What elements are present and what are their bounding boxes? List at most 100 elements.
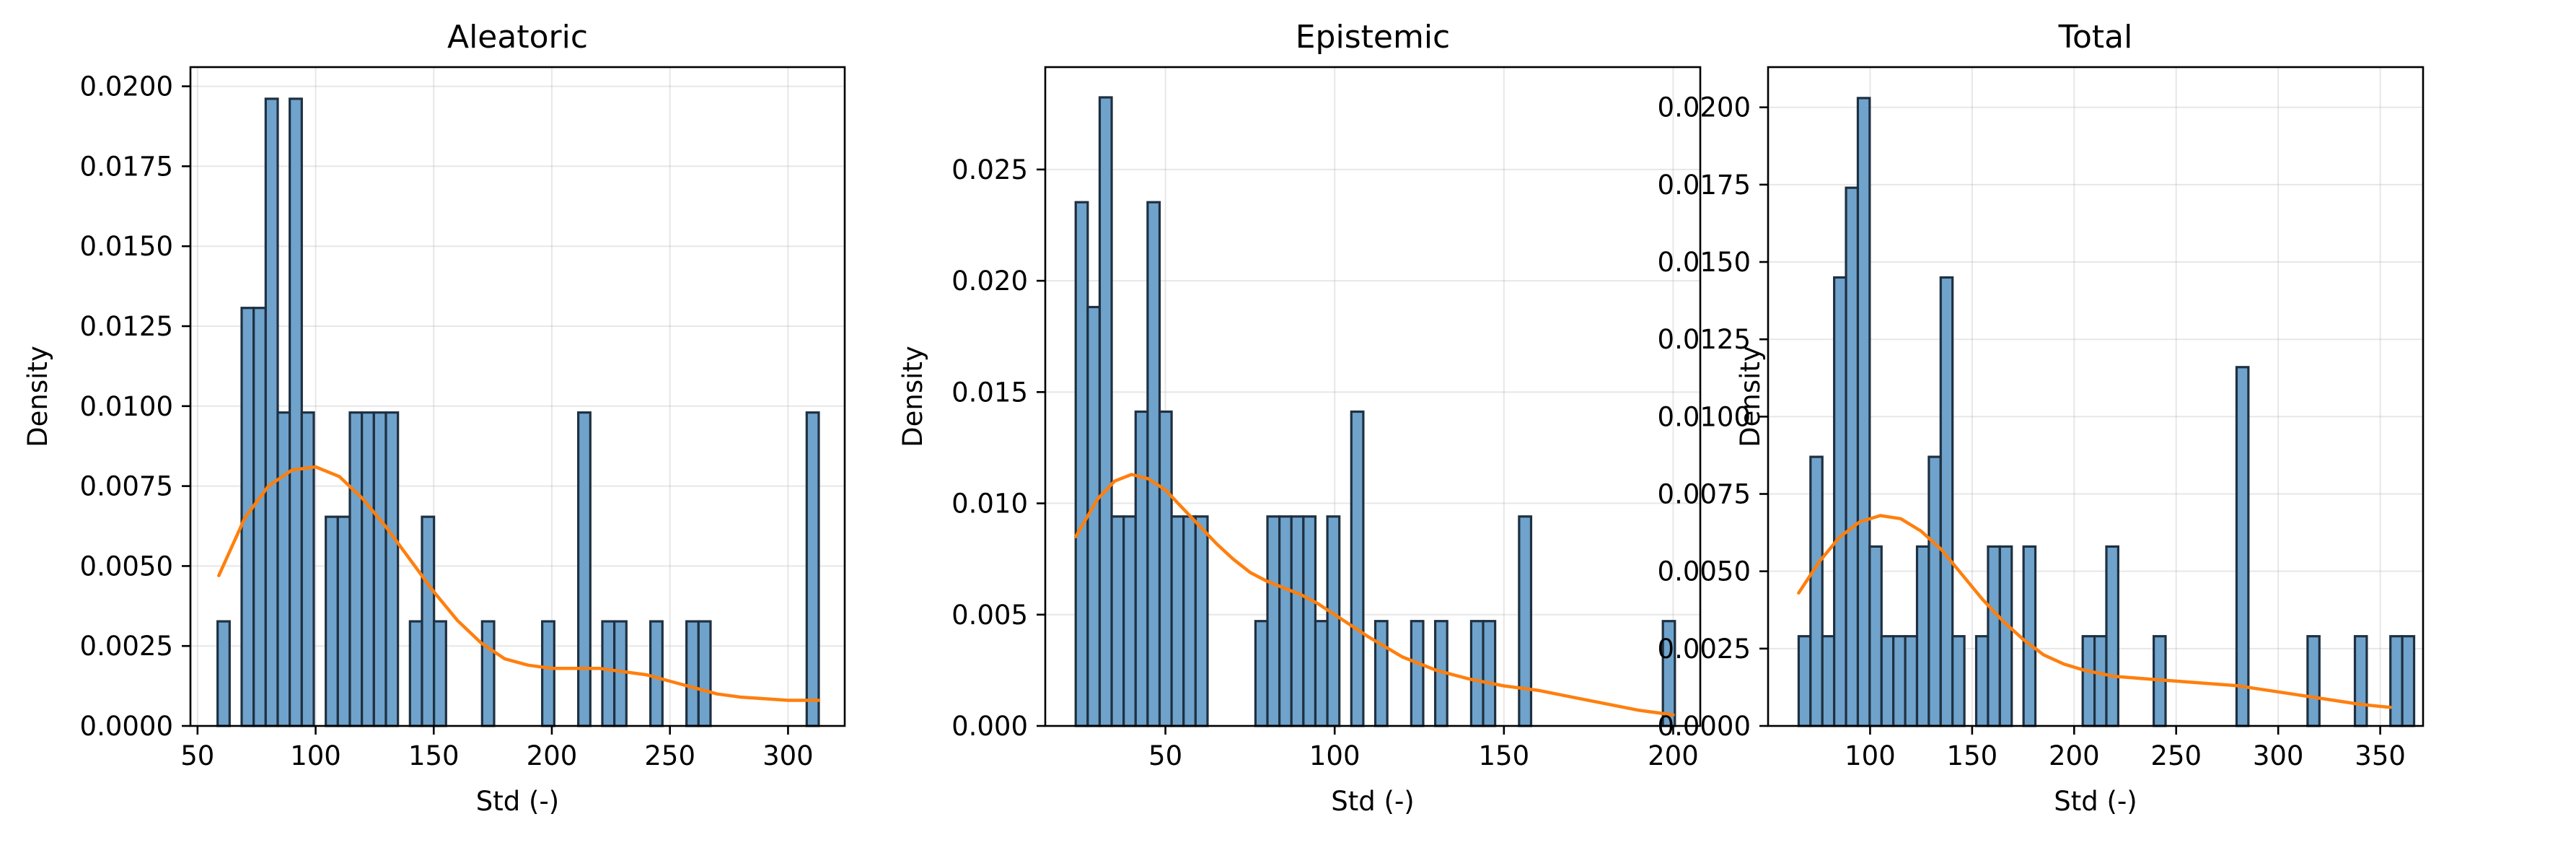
kde-line bbox=[1073, 473, 1675, 717]
y-tick-label: 0.0050 bbox=[80, 551, 173, 582]
histogram-bar bbox=[348, 411, 364, 727]
histogram-bar bbox=[1518, 515, 1533, 727]
histogram-bar bbox=[1974, 635, 1990, 727]
y-tick-label: 0.0050 bbox=[1658, 556, 1751, 587]
axes-frame bbox=[1044, 66, 1702, 727]
histogram-bar bbox=[1410, 620, 1425, 727]
histogram-bar bbox=[1314, 620, 1329, 727]
histogram-bar bbox=[1278, 515, 1293, 727]
x-tick-label: 200 bbox=[2049, 740, 2100, 771]
x-tick-label: 350 bbox=[2355, 740, 2406, 771]
x-tick-label: 250 bbox=[2150, 740, 2202, 771]
histogram-bar bbox=[1892, 635, 1907, 727]
x-tick-label: 150 bbox=[408, 740, 460, 771]
x-tick-label: 100 bbox=[290, 740, 341, 771]
y-tick-label: 0.0075 bbox=[1658, 479, 1751, 510]
x-tick-label: 200 bbox=[1648, 740, 1699, 771]
subplot-total: 100 150 200 250 300 350 0.0000 0.0025 0.0050 0.00… bbox=[1658, 19, 2425, 817]
x-tick-label: 50 bbox=[180, 740, 214, 771]
histogram-bar bbox=[1074, 201, 1089, 727]
histogram-bar bbox=[2389, 635, 2404, 727]
histogram-bar bbox=[2081, 635, 2096, 727]
histogram-bar bbox=[1833, 276, 1847, 727]
y-tick-label: 0.0125 bbox=[1658, 324, 1751, 355]
histogram-bar bbox=[1194, 515, 1209, 727]
x-axis-label: Std (-) bbox=[1331, 786, 1414, 817]
histogram-bar bbox=[1927, 455, 1942, 727]
histogram-bar bbox=[384, 411, 400, 727]
histogram-bar bbox=[2022, 545, 2037, 727]
histogram-bar bbox=[1326, 515, 1341, 727]
histogram-bar bbox=[216, 620, 231, 727]
y-tick-label: 0.015 bbox=[951, 377, 1028, 408]
y-tick-label: 0.0075 bbox=[80, 471, 173, 502]
subplot-title: Epistemic bbox=[1296, 19, 1450, 56]
kde-line bbox=[217, 465, 821, 702]
histogram-bar bbox=[1254, 620, 1269, 727]
histogram-bar bbox=[1998, 545, 2013, 727]
y-tick-label: 0.0175 bbox=[80, 151, 173, 182]
histogram-bar bbox=[361, 411, 375, 727]
y-tick-label: 0.0200 bbox=[80, 71, 173, 102]
y-tick-label: 0.0150 bbox=[80, 231, 173, 262]
y-tick-label: 0.0100 bbox=[80, 391, 173, 422]
subplot-aleatoric: 50 100 150 200 250 300 0.0000 0.0025 0.0050 0.007… bbox=[22, 19, 846, 817]
histogram-bar bbox=[372, 411, 387, 727]
y-tick-label: 0.0000 bbox=[80, 711, 173, 742]
x-axis-label: Std (-) bbox=[2054, 786, 2137, 817]
axes-frame bbox=[189, 66, 846, 727]
histogram-bar bbox=[577, 411, 592, 727]
y-tick-label: 0.0200 bbox=[1658, 92, 1751, 123]
histogram-bar bbox=[480, 620, 496, 727]
histogram-bar bbox=[1086, 305, 1102, 727]
histogram-bar bbox=[1856, 97, 1871, 727]
histogram-bar bbox=[697, 620, 712, 727]
histogram-bar bbox=[1951, 635, 1966, 727]
histogram-bar bbox=[336, 515, 351, 727]
histogram-bar bbox=[433, 620, 447, 727]
y-tick-label: 0.0125 bbox=[80, 311, 173, 342]
histogram-bar bbox=[1266, 515, 1281, 727]
histogram-bar bbox=[601, 620, 616, 727]
x-tick-label: 300 bbox=[762, 740, 814, 771]
y-tick-label: 0.0100 bbox=[1658, 401, 1751, 432]
y-tick-label: 0.020 bbox=[951, 266, 1028, 297]
histogram-bar bbox=[1821, 635, 1836, 727]
histogram-bar bbox=[1110, 515, 1125, 727]
histogram-bar bbox=[1482, 620, 1497, 727]
histogram-bar bbox=[1880, 635, 1895, 727]
histogram-bar bbox=[1134, 410, 1149, 727]
y-tick-label: 0.0000 bbox=[1658, 711, 1751, 742]
subplot-epistemic: 50 100 150 200 0.000 0.005 0.010 0.015 0.020 0.02… bbox=[897, 19, 1702, 817]
histogram-bar bbox=[1809, 455, 1824, 727]
histogram-bar bbox=[1904, 635, 1919, 727]
histogram-bar bbox=[408, 620, 423, 727]
histogram-bar bbox=[2401, 635, 2416, 727]
histogram-bar bbox=[2235, 366, 2250, 727]
y-tick-label: 0.010 bbox=[951, 489, 1028, 520]
y-tick-label: 0.0150 bbox=[1658, 247, 1751, 278]
x-axis-label: Std (-) bbox=[476, 786, 559, 817]
histogram-bar bbox=[1302, 515, 1317, 727]
histogram-bar bbox=[541, 620, 555, 727]
histogram-bar bbox=[805, 411, 820, 727]
y-axis-label: Density bbox=[897, 346, 928, 447]
x-tick-label: 250 bbox=[644, 740, 695, 771]
histogram-bar bbox=[1122, 515, 1137, 727]
histogram-bar bbox=[613, 620, 628, 727]
histogram-bar bbox=[421, 515, 436, 727]
x-tick-label: 150 bbox=[1947, 740, 1998, 771]
histogram-bar bbox=[1845, 186, 1860, 727]
histogram-bar bbox=[2093, 635, 2108, 727]
x-tick-label: 200 bbox=[527, 740, 578, 771]
x-tick-label: 100 bbox=[1845, 740, 1896, 771]
histogram-bar bbox=[1170, 515, 1185, 727]
histogram-bar bbox=[2105, 545, 2119, 727]
histogram-bar bbox=[649, 620, 664, 727]
histogram-bar bbox=[1290, 515, 1305, 727]
histogram-bar bbox=[2353, 635, 2368, 727]
histogram-bar bbox=[1350, 410, 1365, 727]
histogram-bar bbox=[276, 411, 291, 727]
y-tick-label: 0.005 bbox=[951, 600, 1028, 631]
